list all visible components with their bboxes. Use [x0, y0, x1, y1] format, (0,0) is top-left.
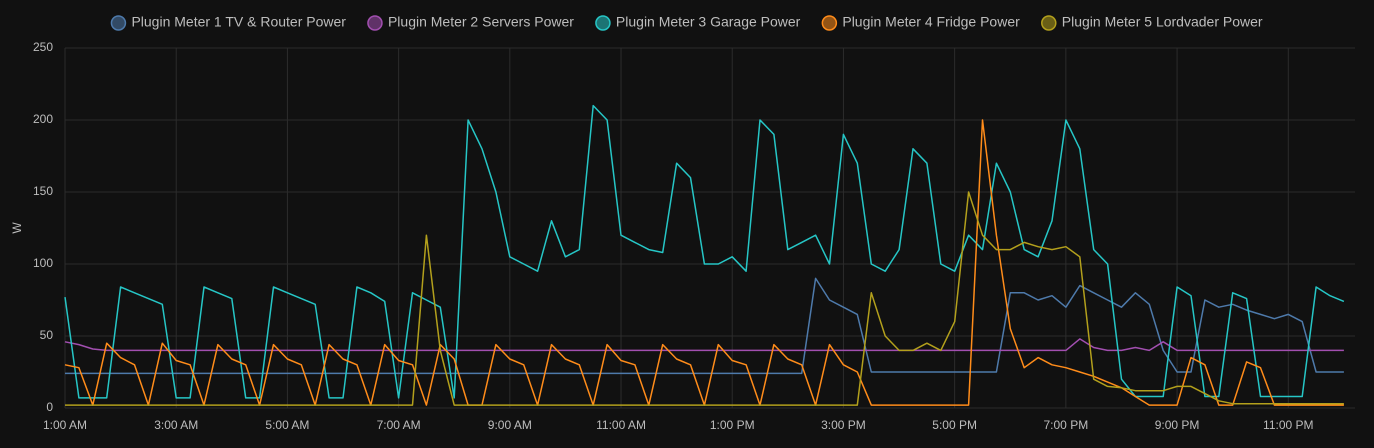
y-tick-label: 100	[33, 256, 53, 270]
y-tick-label: 150	[33, 184, 53, 198]
x-tick-label: 3:00 PM	[821, 418, 866, 432]
x-tick-label: 3:00 AM	[154, 418, 198, 432]
x-tick-label: 9:00 AM	[488, 418, 532, 432]
x-tick-label: 1:00 AM	[43, 418, 87, 432]
x-tick-label: 11:00 AM	[596, 418, 646, 432]
series-line	[65, 191, 1344, 406]
series-line	[64, 104, 1345, 399]
y-tick-label: 0	[46, 400, 53, 414]
legend: Plugin Meter 1 TV & Router Power Plugin M…	[110, 14, 1263, 31]
x-tick-label: 5:00 PM	[932, 418, 977, 432]
y-tick-label: 250	[33, 40, 53, 54]
legend-label: Plugin Meter 5 Lordvader Power	[1062, 14, 1263, 30]
legend-marker	[1041, 15, 1057, 31]
series-line	[65, 277, 1344, 375]
legend-label: Plugin Meter 3 Garage Power	[616, 14, 801, 30]
legend-marker	[595, 15, 611, 31]
x-tick-label: 11:00 PM	[1263, 418, 1313, 432]
legend-marker	[367, 15, 383, 31]
legend-label: Plugin Meter 1 TV & Router Power	[131, 14, 346, 30]
legend-marker	[110, 15, 127, 31]
x-tick-label: 5:00 AM	[265, 418, 309, 432]
legend-marker	[821, 15, 838, 31]
y-tick-label: 200	[33, 112, 53, 126]
x-tick-label: 9:00 PM	[1155, 418, 1200, 432]
x-tick-label: 7:00 AM	[377, 418, 421, 432]
x-tick-label: 1:00 PM	[710, 418, 755, 432]
y-axis-label: W	[10, 222, 24, 234]
y-tick-label: 50	[40, 328, 54, 342]
legend-label: Plugin Meter 2 Servers Power	[388, 14, 574, 30]
x-tick-label: 7:00 PM	[1044, 418, 1089, 432]
legend-label: Plugin Meter 4 Fridge Power	[842, 14, 1020, 30]
